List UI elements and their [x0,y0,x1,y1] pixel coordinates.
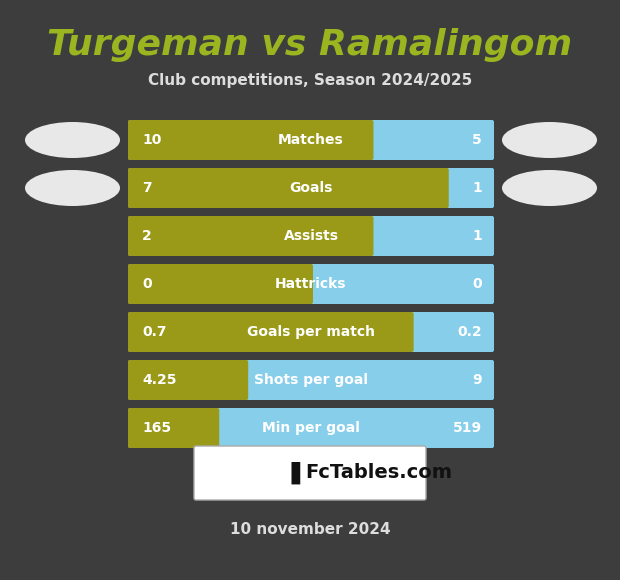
FancyBboxPatch shape [128,408,219,448]
Text: Turgeman vs Ramalingom: Turgeman vs Ramalingom [48,28,572,62]
FancyBboxPatch shape [128,264,494,304]
FancyBboxPatch shape [128,120,373,160]
FancyBboxPatch shape [128,216,494,256]
FancyBboxPatch shape [128,216,373,256]
Text: Club competitions, Season 2024/2025: Club competitions, Season 2024/2025 [148,72,472,88]
Text: Goals: Goals [290,181,333,195]
Text: 9: 9 [472,373,482,387]
Text: FcTables.com: FcTables.com [305,463,452,483]
Text: 2: 2 [142,229,152,243]
Text: Matches: Matches [278,133,344,147]
Text: ▐: ▐ [283,462,300,484]
Text: 0.2: 0.2 [458,325,482,339]
FancyBboxPatch shape [128,168,449,208]
Text: 4.25: 4.25 [142,373,177,387]
Text: 1: 1 [472,229,482,243]
Text: Hattricks: Hattricks [275,277,347,291]
FancyBboxPatch shape [128,312,494,352]
Text: Shots per goal: Shots per goal [254,373,368,387]
Text: 0: 0 [142,277,152,291]
Text: 165: 165 [142,421,171,435]
Text: Goals per match: Goals per match [247,325,375,339]
Ellipse shape [502,122,597,158]
Text: 10: 10 [142,133,161,147]
Text: 10 november 2024: 10 november 2024 [229,523,391,538]
FancyBboxPatch shape [194,446,426,500]
Text: 0.7: 0.7 [142,325,167,339]
FancyBboxPatch shape [128,168,494,208]
FancyBboxPatch shape [128,360,494,400]
FancyBboxPatch shape [128,312,414,352]
Ellipse shape [25,170,120,206]
Text: 0: 0 [472,277,482,291]
FancyBboxPatch shape [128,360,248,400]
FancyBboxPatch shape [128,408,494,448]
Text: 1: 1 [472,181,482,195]
Ellipse shape [25,122,120,158]
FancyBboxPatch shape [128,264,313,304]
Text: 7: 7 [142,181,152,195]
FancyBboxPatch shape [128,120,494,160]
Text: 519: 519 [453,421,482,435]
Text: Min per goal: Min per goal [262,421,360,435]
Ellipse shape [502,170,597,206]
Text: 5: 5 [472,133,482,147]
Text: Assists: Assists [283,229,339,243]
